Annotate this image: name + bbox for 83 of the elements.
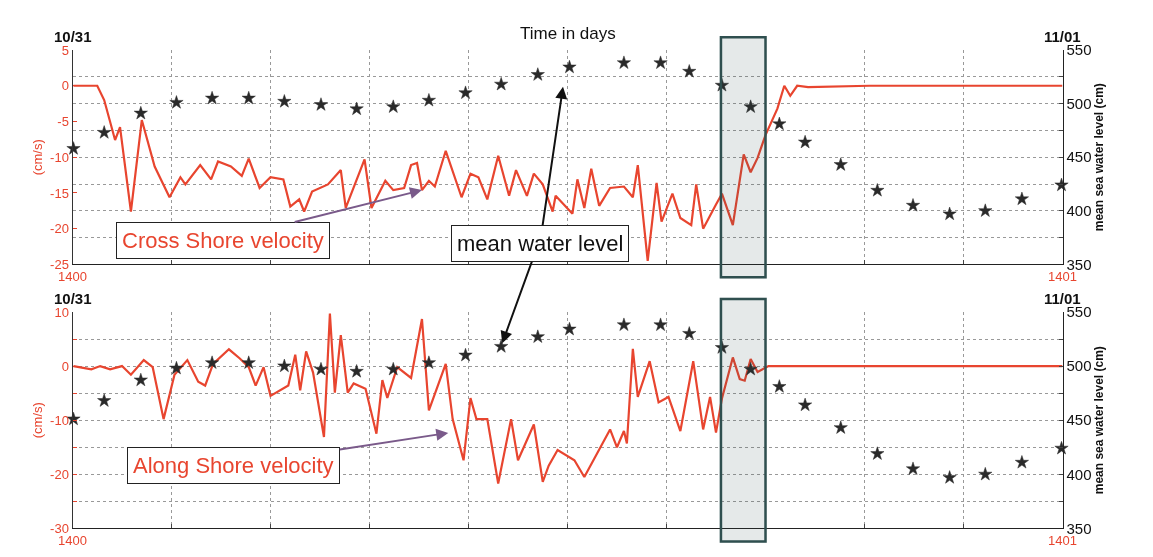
point bbox=[906, 198, 920, 212]
point bbox=[743, 99, 758, 113]
point bbox=[942, 206, 957, 220]
y-tick-label: -20 bbox=[50, 221, 69, 237]
y-tick-label: 10 bbox=[54, 304, 69, 320]
y2-axis-title: mean sea water level (cm) bbox=[1092, 83, 1107, 232]
point bbox=[1054, 441, 1069, 455]
y-tick-label: -15 bbox=[50, 185, 69, 201]
point bbox=[386, 99, 401, 113]
point bbox=[421, 355, 436, 369]
y-axis-title: (cm/s) bbox=[30, 139, 46, 176]
text: 10/31 bbox=[54, 290, 92, 307]
point bbox=[942, 470, 957, 484]
point bbox=[978, 203, 993, 217]
point bbox=[66, 141, 81, 155]
annotation: Cross Shore velocity bbox=[122, 228, 324, 253]
point bbox=[653, 317, 668, 331]
point bbox=[349, 101, 364, 115]
point bbox=[870, 446, 885, 460]
y-tick-label: -5 bbox=[57, 114, 69, 130]
point bbox=[978, 467, 993, 481]
point bbox=[617, 317, 631, 331]
point bbox=[798, 134, 813, 149]
point bbox=[870, 183, 885, 197]
y-axis-title: (cm/s) bbox=[30, 402, 46, 439]
point bbox=[421, 93, 436, 107]
y-tick-label: -10 bbox=[50, 412, 69, 428]
point bbox=[169, 360, 184, 375]
point bbox=[906, 461, 920, 475]
y-tick-label: -20 bbox=[50, 466, 69, 482]
y-tick-label: 0 bbox=[61, 358, 69, 374]
point bbox=[494, 339, 509, 353]
point bbox=[772, 379, 787, 393]
point bbox=[1015, 455, 1029, 469]
point bbox=[97, 125, 112, 139]
point bbox=[314, 97, 328, 111]
y-tick-label: -10 bbox=[50, 149, 69, 165]
point bbox=[458, 348, 473, 362]
y2-tick-label: 450 bbox=[1066, 411, 1092, 429]
point bbox=[205, 91, 219, 105]
point bbox=[743, 362, 758, 376]
text: 10/31 bbox=[54, 28, 92, 45]
point bbox=[833, 157, 848, 171]
point bbox=[682, 64, 697, 78]
point bbox=[133, 106, 148, 120]
y-tick-label: 0 bbox=[61, 78, 69, 94]
point bbox=[562, 322, 577, 336]
point bbox=[133, 372, 148, 387]
chart-title: Time in days bbox=[520, 24, 616, 43]
point bbox=[205, 355, 219, 369]
y-tick-label: 5 bbox=[61, 42, 69, 58]
point bbox=[833, 420, 848, 434]
point bbox=[494, 77, 509, 91]
y2-tick-label: 400 bbox=[1066, 465, 1092, 483]
point bbox=[617, 55, 631, 69]
point bbox=[277, 358, 292, 372]
point bbox=[349, 364, 364, 378]
y2-tick-label: 500 bbox=[1066, 94, 1092, 112]
point bbox=[386, 362, 401, 376]
point bbox=[97, 393, 112, 407]
y2-tick-label: 450 bbox=[1066, 148, 1092, 166]
point bbox=[530, 329, 545, 343]
point bbox=[1054, 177, 1069, 192]
point bbox=[530, 67, 545, 81]
point bbox=[277, 94, 292, 108]
point bbox=[562, 59, 577, 74]
point bbox=[653, 55, 668, 69]
point bbox=[241, 91, 256, 105]
y-tick-label: -25 bbox=[50, 256, 69, 272]
x-tick-label: 1400 bbox=[58, 269, 87, 285]
point bbox=[314, 362, 328, 376]
y2-axis-title: mean sea water level (cm) bbox=[1092, 346, 1107, 495]
point bbox=[241, 355, 256, 369]
point bbox=[798, 397, 813, 411]
y2-tick-label: 400 bbox=[1066, 202, 1092, 220]
annotation: mean water level bbox=[457, 231, 624, 256]
point bbox=[682, 326, 697, 340]
annotation: Along Shore velocity bbox=[133, 453, 334, 478]
point bbox=[169, 95, 184, 109]
point bbox=[772, 116, 787, 130]
point bbox=[458, 85, 473, 99]
y2-tick-label: 500 bbox=[1066, 357, 1092, 375]
point bbox=[1015, 191, 1029, 205]
